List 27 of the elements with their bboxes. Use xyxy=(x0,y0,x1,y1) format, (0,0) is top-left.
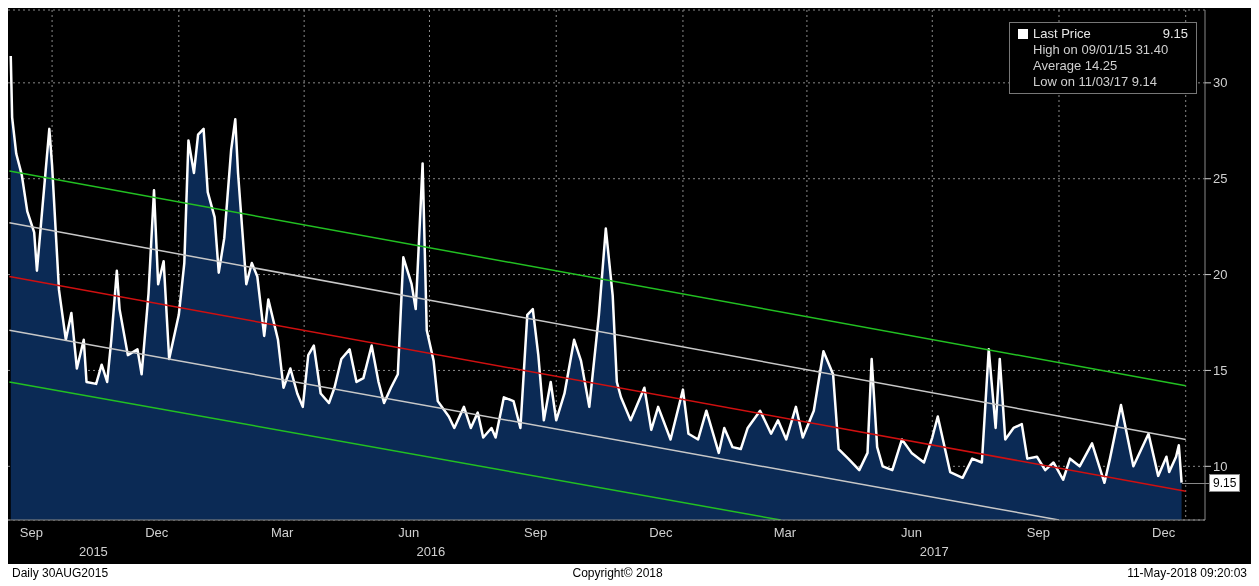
text: Daily 30AUG2015 xyxy=(12,566,109,580)
y-tick-label: 30 xyxy=(1213,75,1228,91)
text: Copyright© 2018 xyxy=(572,566,663,580)
text: 2017 xyxy=(918,544,950,559)
annotation: Average 14.25 xyxy=(1032,58,1119,74)
y-tick-label: 10 xyxy=(1213,458,1228,474)
annotation: 9.15 xyxy=(1162,26,1188,42)
x-tick-label: Dec xyxy=(145,525,169,541)
text: 2015 xyxy=(77,544,109,559)
text: 11-May-2018 09:20:03 xyxy=(1127,566,1247,580)
text: 2016 xyxy=(415,544,447,559)
y-tick-label: 25 xyxy=(1213,171,1228,187)
x-tick-label: Sep xyxy=(523,525,548,541)
x-tick-label: Dec xyxy=(1152,525,1176,541)
x-tick-label: Dec xyxy=(649,525,673,541)
y-tick-label: 20 xyxy=(1213,267,1228,283)
x-tick-label: Jun xyxy=(901,525,923,541)
annotation: 9.15 xyxy=(1209,473,1241,492)
annotation: Low on 11/03/17 9.14 xyxy=(1032,74,1159,90)
legend-label: Last Price xyxy=(1033,26,1092,42)
x-tick-label: Mar xyxy=(773,525,797,541)
annotation: High on 09/01/15 31.40 xyxy=(1032,42,1170,58)
x-tick-label: Jun xyxy=(398,525,420,541)
x-tick-label: Sep xyxy=(19,525,43,541)
x-tick-label: Mar xyxy=(270,525,294,541)
x-tick-label: Sep xyxy=(1026,525,1050,541)
y-tick-label: 15 xyxy=(1213,363,1228,379)
